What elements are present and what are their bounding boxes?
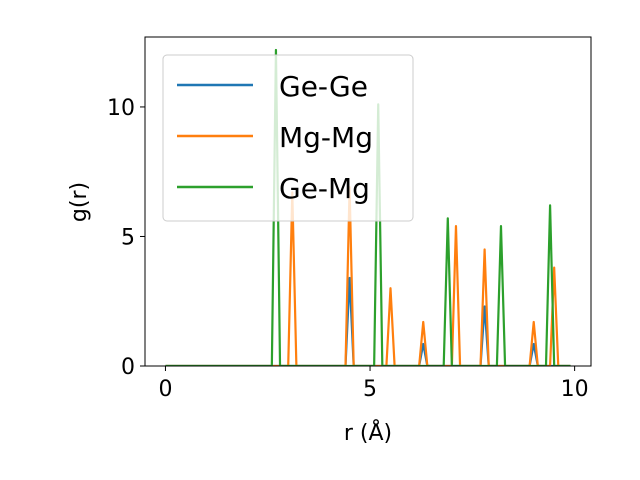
y-axis-ticks: 0 5 10 <box>107 96 145 380</box>
y-tick-label: 5 <box>121 225 135 250</box>
legend-label-ge-mg: Ge-Mg <box>279 172 370 205</box>
y-tick-label: 0 <box>121 355 135 380</box>
x-axis-label: r (Å) <box>344 419 392 446</box>
x-tick-label: 5 <box>363 377 377 402</box>
x-tick-label: 0 <box>158 377 172 402</box>
y-tick-label: 10 <box>107 96 135 121</box>
plot-frame <box>144 36 592 367</box>
series-layer <box>165 48 571 366</box>
x-tick-label: 10 <box>561 377 589 402</box>
series-line-mg-mg <box>165 186 571 366</box>
legend-label-mg-mg: Mg-Mg <box>279 121 373 154</box>
y-axis-label: g(r) <box>67 182 92 222</box>
series-line-ge-ge <box>165 276 571 366</box>
legend-label-ge-ge: Ge-Ge <box>279 70 368 103</box>
legend: Ge-Ge Mg-Mg Ge-Mg <box>162 54 414 222</box>
series-line-ge-mg <box>165 48 571 366</box>
legend-frame <box>162 54 414 222</box>
x-axis-ticks: 0 5 10 <box>158 366 589 402</box>
